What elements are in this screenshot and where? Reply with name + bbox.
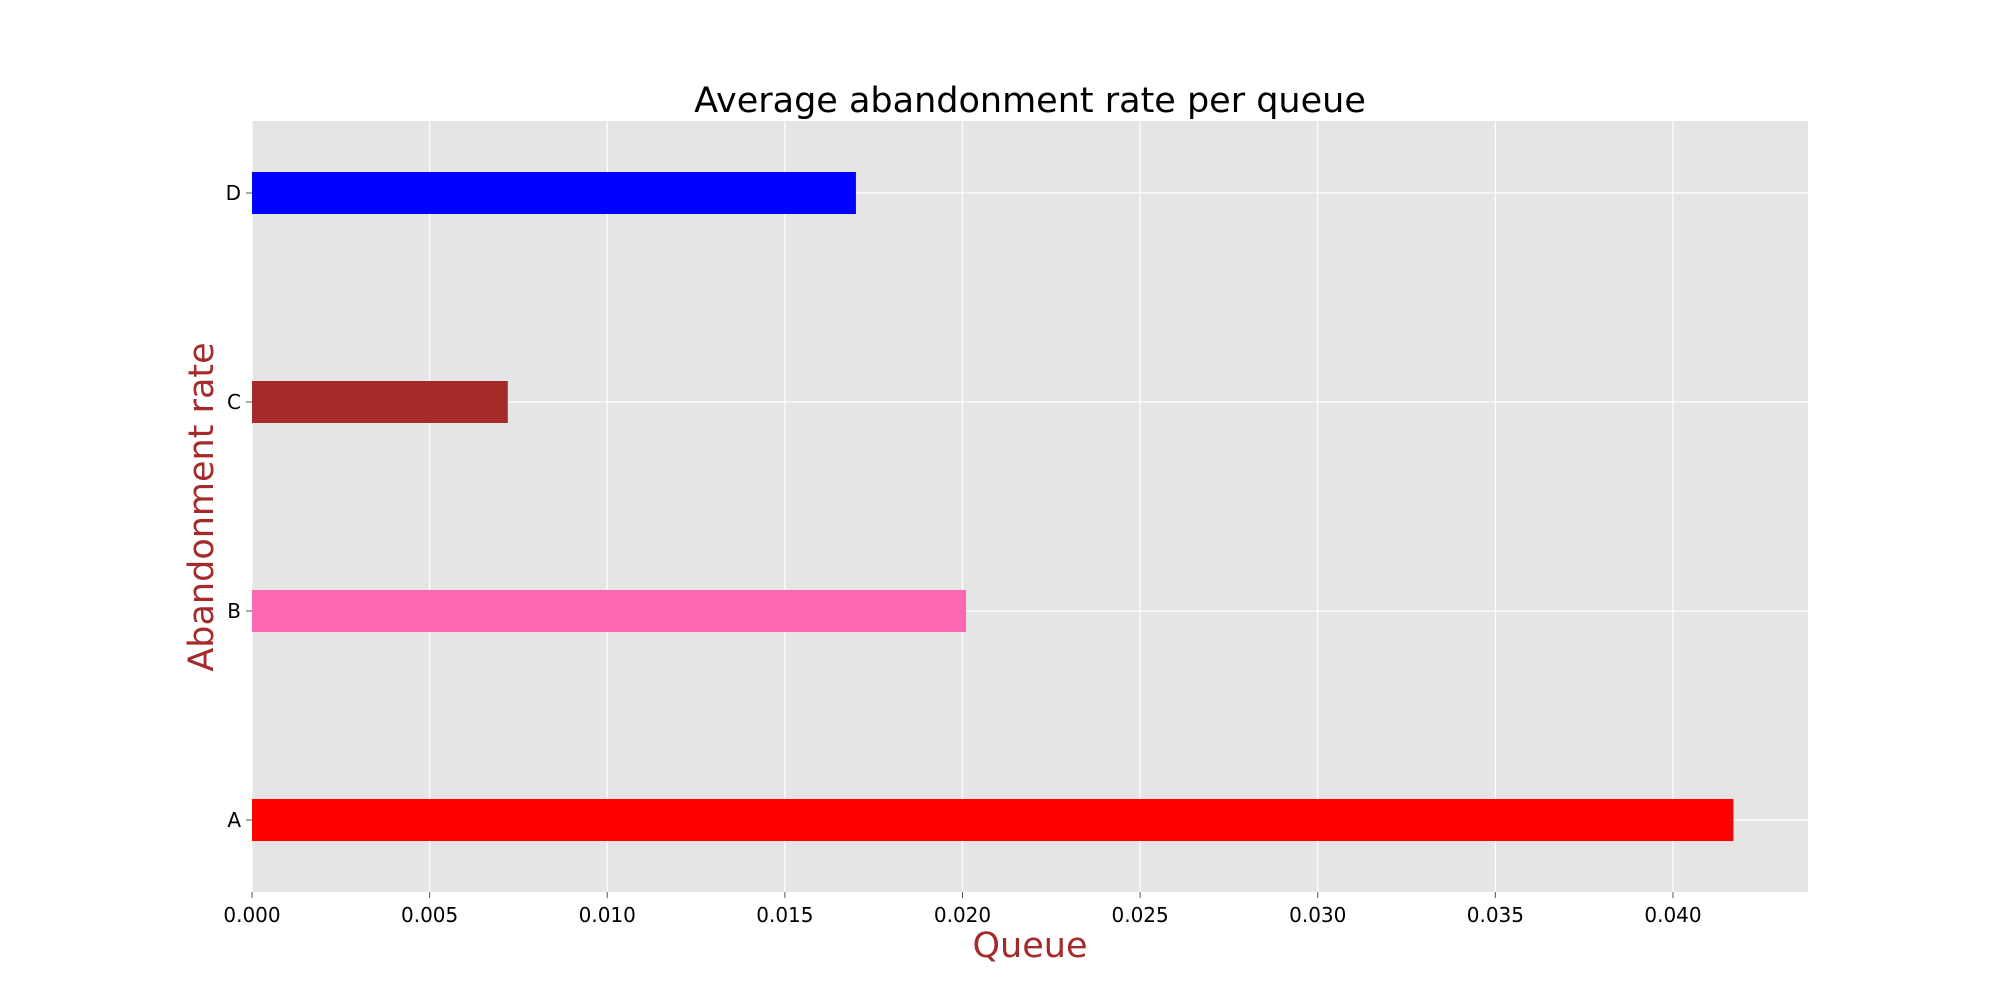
x-tick-label: 0.030: [1289, 903, 1346, 927]
x-tick-label: 0.005: [401, 903, 458, 927]
y-tick-label: A: [227, 808, 241, 832]
bar-b: [252, 590, 967, 632]
x-tick-label: 0.040: [1644, 903, 1701, 927]
bar-a: [252, 799, 1734, 841]
x-tick-label: 0.035: [1467, 903, 1524, 927]
x-tick-label: 0.000: [223, 903, 280, 927]
plot-area: [252, 121, 1808, 892]
x-tick-label: 0.025: [1111, 903, 1168, 927]
bars: [252, 172, 1734, 841]
ticks: 0.000 0.005 0.010 0.015 0.020 0.025 0.030 0.035…: [223, 181, 1701, 927]
x-tick-label: 0.010: [579, 903, 636, 927]
y-tick-label: B: [227, 599, 241, 623]
chart-title: Average abandonment rate per queue: [694, 81, 1366, 121]
bar-d: [252, 172, 856, 214]
y-axis-label: Abandonment rate: [182, 342, 222, 671]
bar-c: [252, 381, 508, 423]
x-tick-label: 0.020: [934, 903, 991, 927]
y-tick-label: D: [226, 181, 241, 205]
x-tick-label: 0.015: [756, 903, 813, 927]
x-axis-label: Queue: [973, 926, 1088, 966]
y-tick-label: C: [227, 390, 241, 414]
